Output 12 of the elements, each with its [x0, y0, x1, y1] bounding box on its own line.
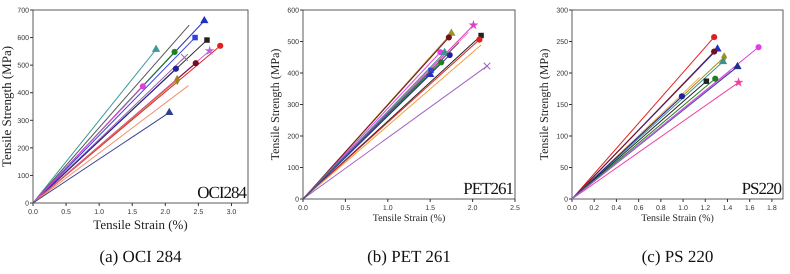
x-axis-title: Tensile Strain (%)	[93, 217, 188, 232]
text: (c) PS 220	[642, 247, 714, 266]
x-axis-title: Tensile Strain (%)	[641, 213, 714, 224]
y-axis-title: Tensile Strength (MPa)	[0, 46, 14, 168]
y-axis-title: Tensile Strength (MPa)	[537, 48, 551, 160]
text: (b) PET 261	[367, 247, 451, 266]
x-axis-title: Tensile Strain (%)	[372, 213, 446, 224]
text: (a) OCI 284	[99, 247, 182, 266]
y-axis-title: Tensile Strength (MPa)	[268, 48, 282, 160]
annotation: PS220	[742, 179, 782, 198]
annotation: PET261	[463, 179, 514, 198]
annotation: OCI284	[197, 183, 248, 202]
